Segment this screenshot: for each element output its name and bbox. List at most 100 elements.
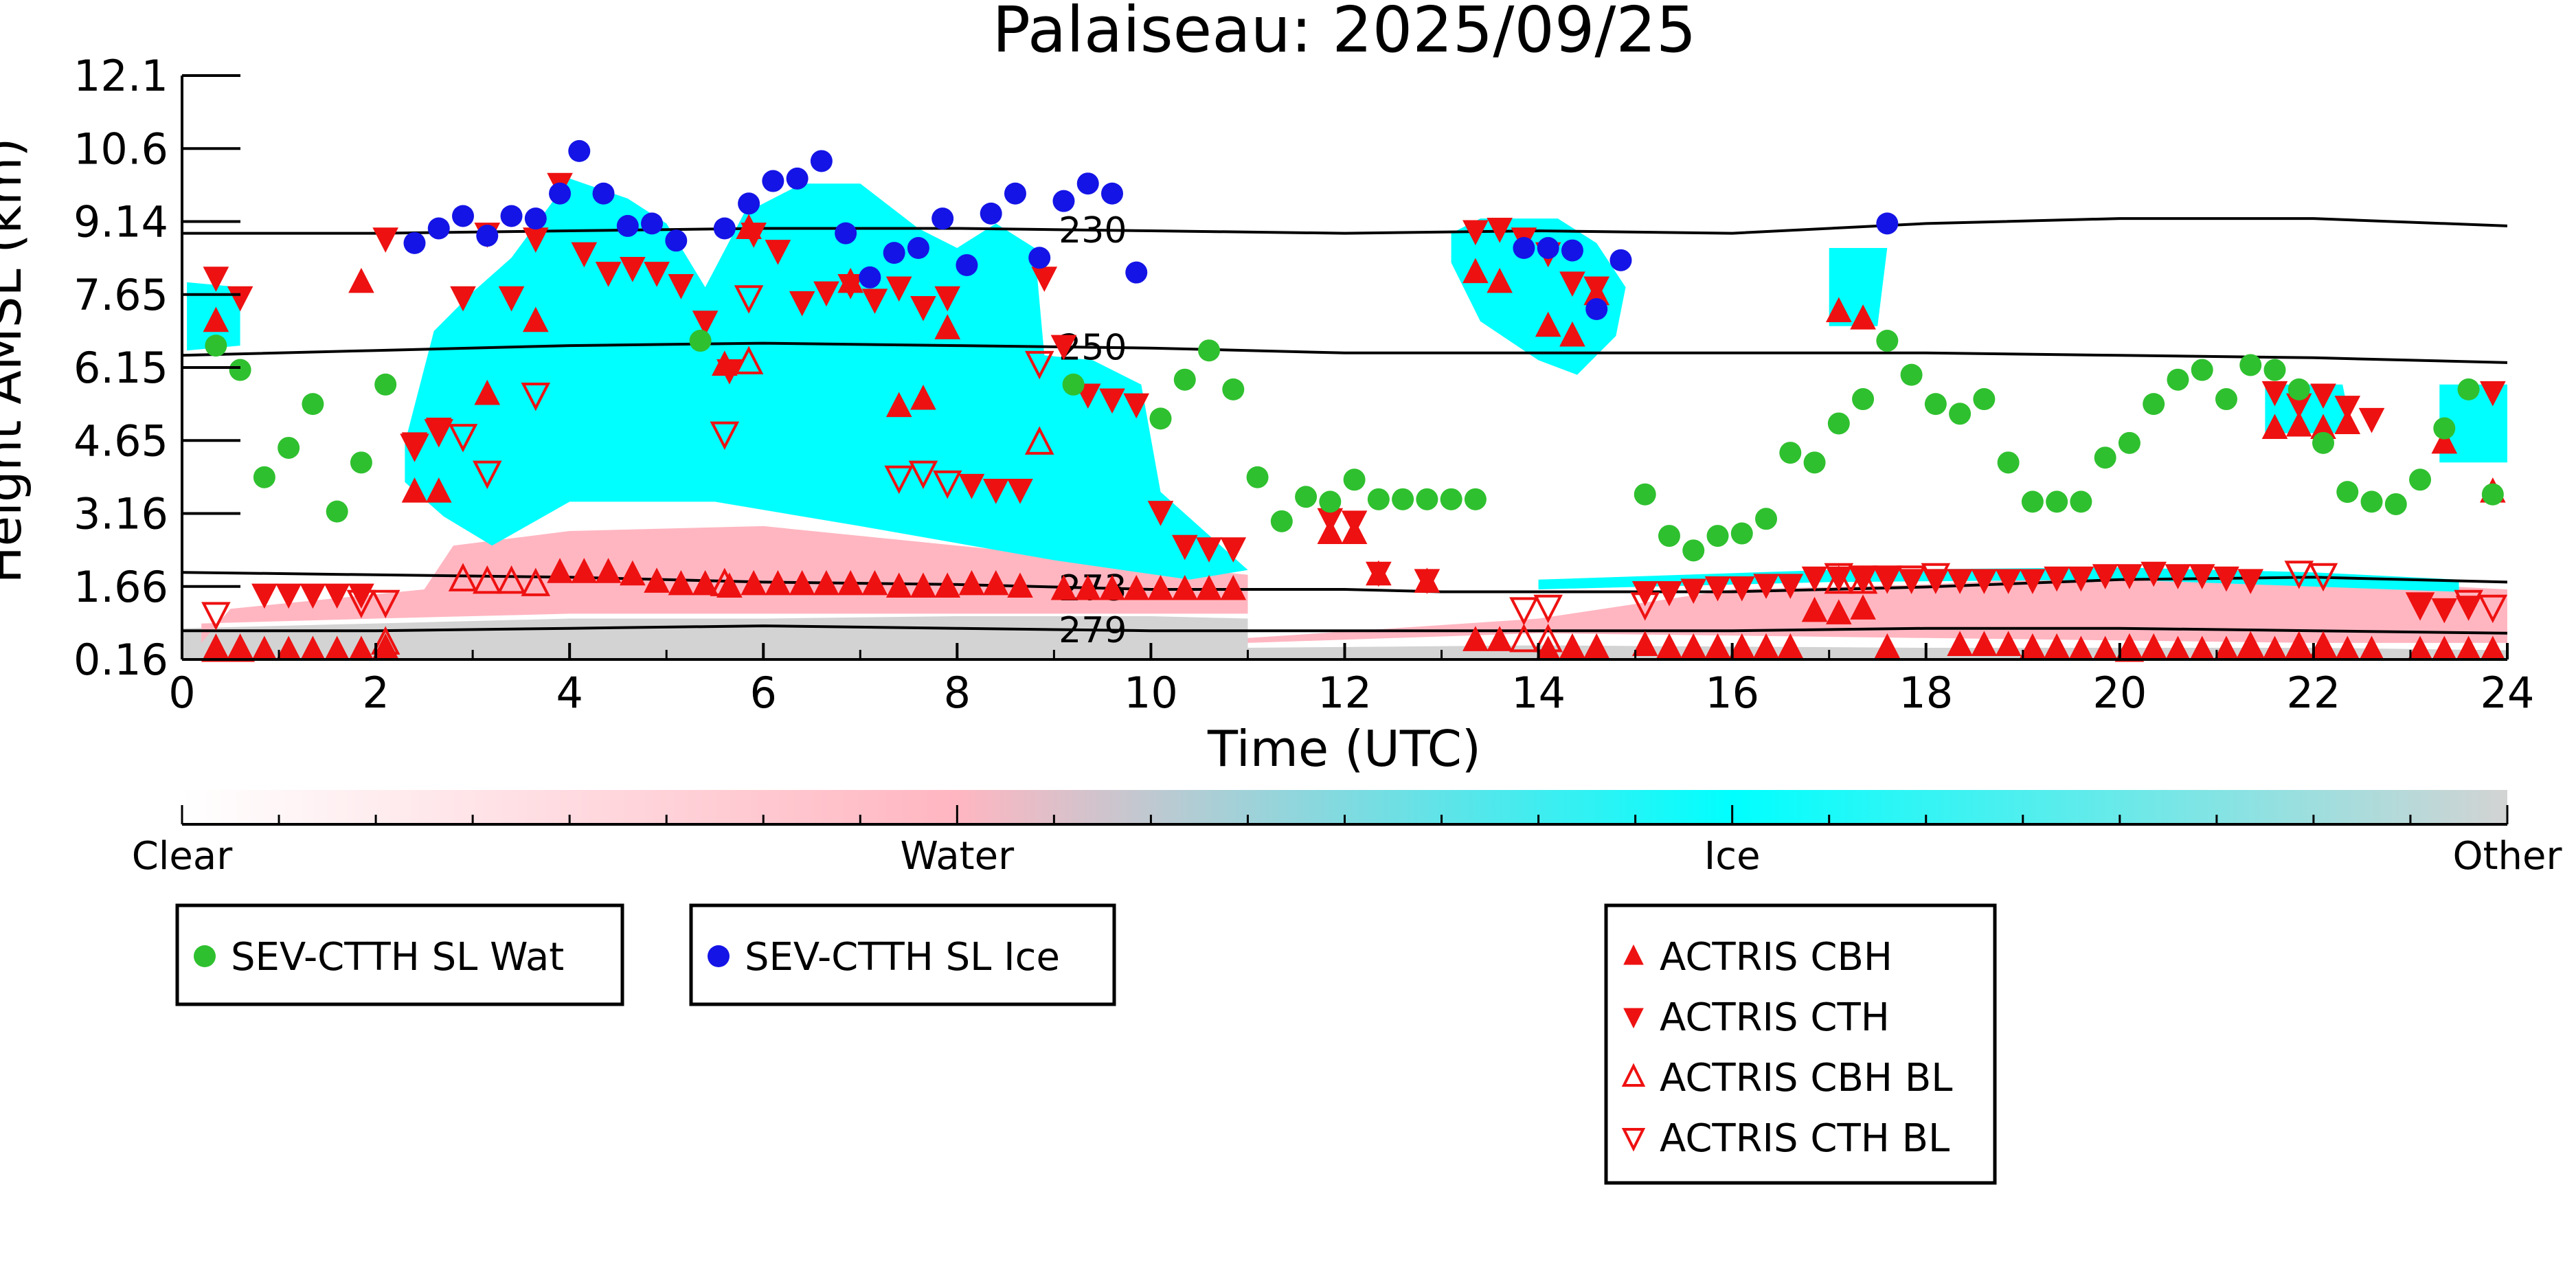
actris-cth-point (324, 583, 350, 609)
sev-ctth-sl-ice-point (452, 205, 475, 227)
sev-ctth-sl-wat-point (2215, 388, 2237, 411)
actris-cbh-point (1099, 574, 1125, 600)
actris-cbh-bl-point (497, 565, 526, 594)
actris-cbh-point (425, 477, 452, 503)
sev-ctth-sl-ice-point (835, 222, 857, 245)
actris-cth-bl-point (1921, 563, 1951, 592)
legend-marker (1623, 944, 1644, 965)
colorbar: Clear Water Ice Other (132, 790, 2562, 879)
sev-ctth-sl-wat-point (253, 466, 275, 488)
actris-cth-point (227, 286, 253, 312)
actris-cbh-point (1850, 594, 1876, 620)
colorbar-label: Clear (132, 834, 233, 879)
sev-ctth-sl-ice-point (1101, 182, 1123, 205)
sev-ctth-sl-ice-point (1004, 182, 1026, 205)
actris-cth-point (1366, 561, 1392, 587)
actris-cth-point (1220, 537, 1247, 563)
actris-cth-point (251, 583, 278, 609)
actris-cth-bl-point (1848, 565, 1878, 594)
sev-ctth-sl-ice-point (1561, 239, 1583, 262)
sev-ctth-sl-ice-point (956, 253, 978, 276)
actris-cth-point (1487, 217, 1513, 243)
actris-cth-point (620, 257, 646, 282)
actris-cbh-bl-point (448, 563, 478, 591)
actris-cbh-point (1850, 304, 1876, 330)
actris-cbh-point (1947, 631, 1973, 656)
actris-cth-bl-point (932, 470, 962, 499)
legend-marker (708, 945, 730, 967)
sev-ctth-sl-wat-point (326, 500, 348, 523)
sev-ctth-sl-wat-point (1416, 488, 1438, 510)
actris-cth-bl-point (1824, 563, 1854, 592)
sev-ctth-sl-wat-point (2263, 359, 2286, 381)
x-tick-label: 24 (2481, 668, 2535, 718)
legend-marker (1621, 1063, 1646, 1087)
actris-cbh-bl-point (521, 567, 551, 596)
actris-cbh-point (1971, 631, 1998, 656)
sev-ctth-sl-ice-point (762, 170, 784, 192)
actris-cth-point (1462, 220, 1489, 246)
sev-ctth-sl-wat-point (1343, 468, 1366, 491)
actris-cth-point (1147, 501, 1174, 526)
cloud-phase-regions (182, 178, 2507, 659)
x-tick-label: 4 (556, 668, 583, 718)
contour-line-250 (182, 341, 2507, 364)
sev-ctth-sl-wat-point (2409, 468, 2432, 491)
sev-ctth-sl-wat-point (2167, 368, 2189, 391)
actris-cth-point (2165, 564, 2191, 589)
sev-ctth-sl-wat-point (1319, 490, 1342, 513)
actris-cth-bl-point (2284, 561, 2314, 589)
actris-cth-bl-point (370, 589, 400, 619)
actris-cth-point (2261, 381, 2288, 407)
actris-cbh-point (203, 306, 229, 332)
actris-cbh-point (1171, 574, 1198, 600)
actris-cth-point (1414, 569, 1440, 594)
actris-cth-bl-point (1024, 350, 1054, 380)
actris-cth-point (2068, 566, 2094, 592)
sev-ctth-sl-ice-point (883, 242, 905, 264)
cloud-region-ice (1451, 218, 1626, 375)
actris-cbh-bl-point (734, 346, 764, 374)
actris-cbh-point (741, 569, 767, 596)
sev-ctth-sl-wat-point (1997, 451, 2020, 474)
actris-cbh-point (1196, 574, 1222, 600)
x-tick-label: 22 (2286, 668, 2340, 718)
legend-box-1 (175, 903, 624, 1006)
actris-cbh-point (1123, 574, 1150, 600)
actris-cbh-point (1147, 574, 1174, 600)
sev-ctth-sl-wat-point (1173, 368, 1196, 391)
cloud-region-ice (2265, 384, 2353, 433)
actris-cth-bl-point (1533, 594, 1563, 624)
legend-label: ACTRIS CBH BL (1660, 1056, 1952, 1100)
sev-ctth-sl-wat-point (350, 451, 372, 474)
sev-ctth-sl-wat-point (2191, 359, 2213, 381)
actris-cth-point (2334, 396, 2361, 421)
x-tick-label: 20 (2092, 668, 2147, 718)
actris-cth-point (1171, 534, 1198, 561)
contour-label: 230 (1059, 210, 1127, 251)
actris-cth-point (571, 242, 598, 268)
sev-ctth-sl-wat-point (374, 373, 397, 396)
sev-ctth-sl-ice-point (907, 237, 929, 260)
actris-cth-bl-point (1630, 592, 1660, 621)
actris-cth-point (2116, 564, 2143, 589)
actris-cth-point (910, 295, 936, 321)
sev-ctth-sl-wat-point (1062, 373, 1085, 396)
legend-marker (194, 945, 216, 967)
legend-label: ACTRIS CBH (1660, 935, 1893, 980)
actris-cth-point (2020, 569, 2046, 594)
sev-ctth-sl-wat-point (1367, 488, 1390, 510)
sev-ctth-sl-wat-point (2070, 490, 2092, 513)
sev-ctth-sl-wat-point (2287, 378, 2310, 400)
sev-ctth-sl-wat-point (1440, 488, 1462, 510)
actris-cth-point (885, 276, 912, 302)
actris-cth-point (2044, 566, 2070, 592)
actris-cth-point (2358, 407, 2385, 433)
sev-ctth-sl-ice-point (1028, 247, 1051, 269)
actris-cbh-point (522, 306, 549, 332)
actris-cth-point (861, 289, 888, 314)
x-tick-label: 16 (1705, 668, 1759, 718)
actris-cbh-point (692, 569, 719, 596)
sev-ctth-sl-wat-point (2433, 417, 2456, 440)
actris-cbh-bl-point (1509, 624, 1539, 653)
